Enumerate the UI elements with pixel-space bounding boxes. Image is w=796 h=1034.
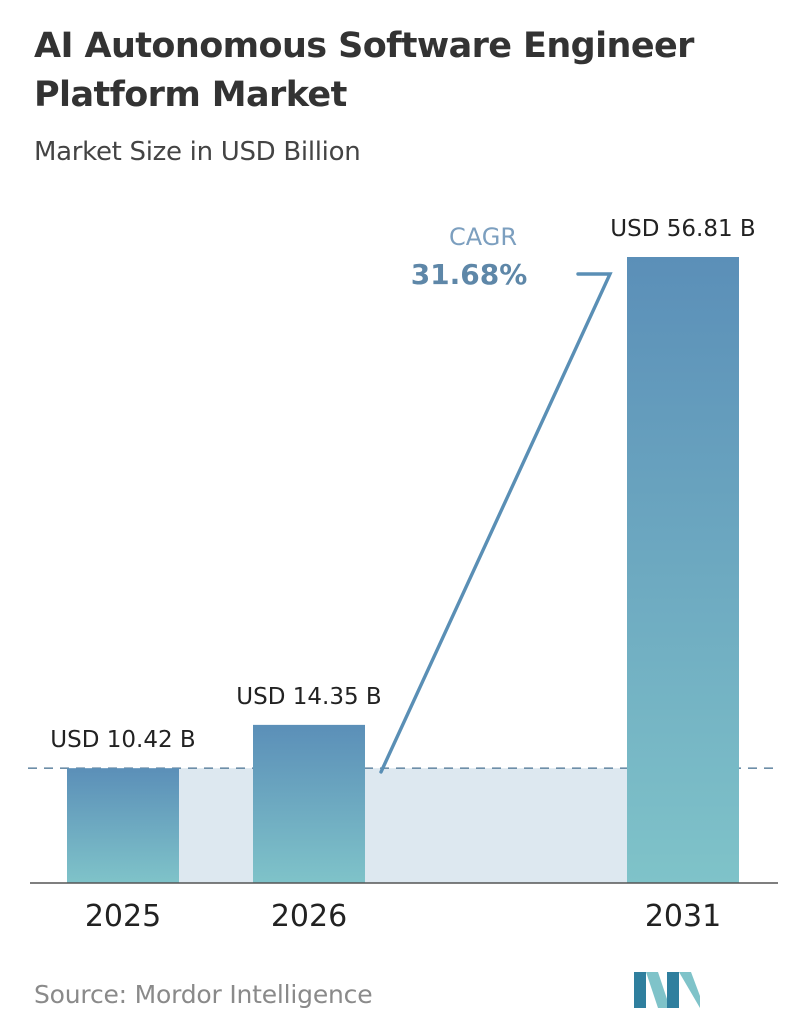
bar-2026 <box>253 724 365 883</box>
cagr-label: CAGR <box>449 223 517 251</box>
x-tick-label-2026: 2026 <box>271 899 347 934</box>
bar-2025 <box>67 768 179 883</box>
bar-chart: USD 10.42 B 2025 USD 14.35 B 2026 USD 56.81 … <box>28 216 780 934</box>
data-label-2031: USD 56.81 B <box>610 216 755 242</box>
bar-2031 <box>627 257 739 883</box>
data-label-2026: USD 14.35 B <box>236 684 381 710</box>
cagr-arrow-icon <box>379 272 613 774</box>
chart-subtitle: Market Size in USD Billion <box>34 137 361 167</box>
chart-title: AI Autonomous Software Engineer Platform… <box>34 26 694 115</box>
x-tick-label-2025: 2025 <box>85 899 161 934</box>
mordor-intelligence-logo-icon <box>634 972 700 1008</box>
reference-band <box>179 768 627 883</box>
x-tick-label-2031: 2031 <box>645 899 721 934</box>
data-label-2025: USD 10.42 B <box>50 727 195 753</box>
source-note: Source: Mordor Intelligence <box>34 980 373 1009</box>
cagr-value: 31.68% <box>411 258 528 291</box>
